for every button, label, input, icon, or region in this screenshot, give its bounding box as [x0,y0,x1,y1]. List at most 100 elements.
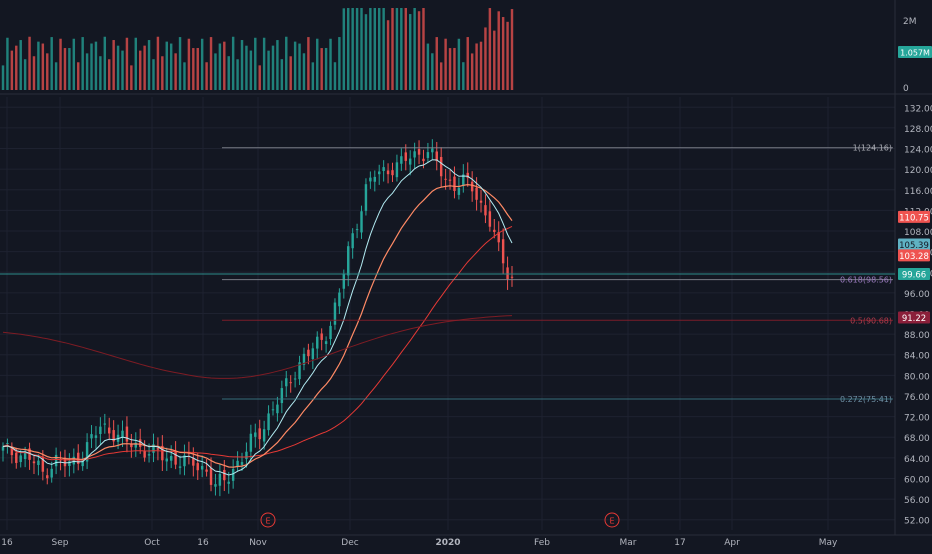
candle-body [285,378,288,387]
candle-body [205,469,208,472]
price-badge [898,311,930,324]
volume-bar [165,41,168,90]
volume-bar [426,43,430,90]
volume-bar [37,41,40,90]
candle-body [510,276,514,278]
price-tick-label: 128.00 [904,125,932,135]
volume-bar [329,38,332,90]
candle-body [431,148,434,153]
volume-bar [46,53,49,90]
volume-bar [23,59,27,90]
candle-body [258,428,261,440]
candle-body [214,484,217,487]
sma-long-line [2,315,513,379]
candle-body [147,454,151,456]
volume-bar [262,37,266,90]
price-badge-label: 103.28 [899,252,929,262]
candle-body [271,409,275,411]
volume-bar [103,36,107,90]
candle-body [267,413,270,431]
volume-bar [484,27,487,90]
volume-bar [373,8,377,90]
volume-bar [316,38,319,90]
volume-bar [408,14,412,90]
candle-body [470,181,474,192]
earnings-marker[interactable] [604,512,620,528]
candle-body [223,469,226,481]
price-badge-label: 110.75 [899,213,929,223]
candle-body [488,211,492,227]
candle-body [68,461,71,467]
volume-bar [267,50,270,90]
volume-bar [293,41,297,90]
candle-body [329,325,332,340]
candle-body [493,229,496,233]
volume-bar [94,41,98,90]
volume-tick-label: 0 [903,84,909,94]
candle-body [311,348,315,360]
candle-body [386,170,390,175]
volume-bar [161,56,164,90]
volume-bar [59,38,62,90]
candle-body [382,167,385,171]
price-tick-label: 84.00 [904,352,930,362]
volume-bar [231,36,235,90]
candle-body [50,468,53,478]
candle-body [333,302,337,325]
candle-body [355,229,359,231]
volume-bar [501,17,505,91]
volume-bar [138,50,142,90]
candle-body [134,442,137,448]
volume-bar [307,37,310,90]
volume-bar [360,8,363,90]
time-tick-label: Dec [341,538,358,548]
volume-bar [214,53,217,90]
volume-bar [152,59,155,90]
time-tick-label: 16 [1,538,13,548]
candle-body [72,456,76,465]
volume-bar [280,59,284,90]
fib-level-label: 1(124.16) [853,144,892,153]
candle-body [231,468,235,481]
volume-bar [90,43,93,90]
earnings-marker[interactable] [260,512,276,528]
volume-bar [466,37,469,90]
candle-body [245,451,248,460]
candle-body [28,448,31,460]
volume-bar [50,37,53,90]
volume-bar [218,43,222,90]
price-tick-label: 88.00 [904,331,930,341]
volume-bar [121,50,124,90]
volume-bar [196,48,199,90]
volume-bar [298,43,301,90]
candle-body [276,404,279,414]
candle-body [342,274,346,289]
candle-body [125,426,129,442]
volume-bar [41,43,45,90]
volume-tick-label: 2M [903,17,917,27]
time-tick-label: Nov [249,538,267,548]
candle-body [46,475,49,479]
candle-body [466,172,469,178]
volume-bar [200,38,204,90]
volume-bar [1,65,5,90]
volume-bar [413,8,416,90]
volume-bar [470,53,474,90]
candle-body [183,455,186,467]
time-tick-label: Feb [534,538,550,548]
volume-bar [258,65,261,90]
earnings-marker-label: E [265,517,270,526]
volume-bar [15,45,18,90]
volume-bar [178,37,182,90]
price-tick-label: 108.00 [904,228,932,238]
price-tick-label: 56.00 [904,496,930,506]
time-tick-label: Apr [724,538,740,548]
candle-body [378,171,381,175]
candle-body [395,162,399,178]
volume-bar [10,50,14,90]
sma-slow-line [2,225,513,461]
candle-body [373,176,377,182]
price-tick-label: 124.00 [904,146,932,156]
